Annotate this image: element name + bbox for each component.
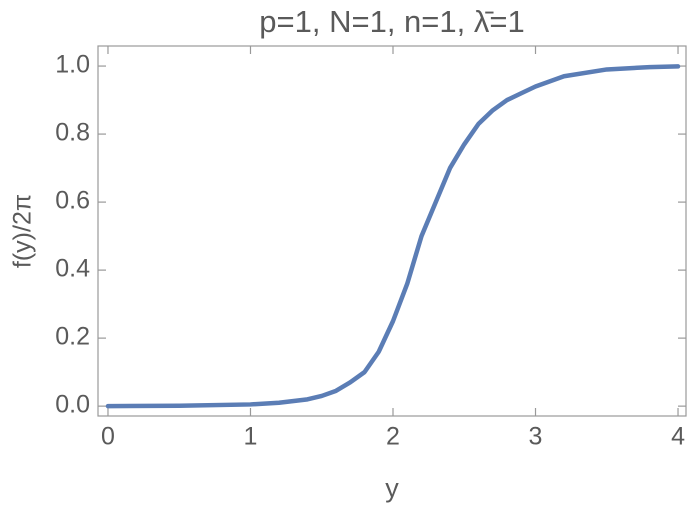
y-tick-label: 0.0 (55, 391, 90, 419)
x-tick-label: 1 (244, 423, 258, 451)
data-line (105, 64, 681, 409)
y-tick-label: 0.4 (55, 255, 90, 283)
x-axis-label: y (385, 473, 399, 503)
x-tick-label: 3 (529, 423, 543, 451)
x-tick-label: 4 (671, 423, 685, 451)
y-tick-label: 1.0 (55, 51, 90, 79)
x-tick-label: 0 (101, 423, 115, 451)
y-tick-label: 0.2 (55, 323, 90, 351)
x-tick-label: 2 (386, 423, 400, 451)
y-tick-label: 0.6 (55, 187, 90, 215)
plot-frame (97, 45, 687, 417)
y-tick-label: 0.8 (55, 119, 90, 147)
y-axis-label: f(y)/2π (9, 194, 37, 268)
chart-title: p=1, N=1, n=1, λ̄=1 (259, 4, 524, 39)
